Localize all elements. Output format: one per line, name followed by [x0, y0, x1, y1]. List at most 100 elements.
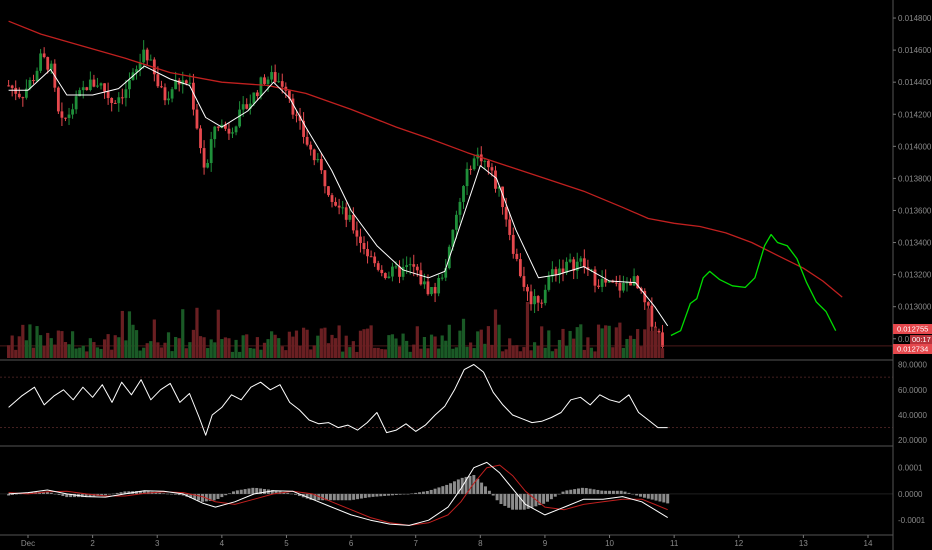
volume-bar: [262, 342, 267, 358]
volume-bar: [515, 345, 519, 358]
candle-body: [437, 278, 441, 294]
candle-body: [650, 305, 654, 327]
volume-bar: [309, 349, 313, 358]
volume-bar: [461, 318, 466, 358]
volume-bar: [657, 333, 661, 358]
candle-body: [99, 83, 103, 86]
candle-body: [160, 86, 163, 88]
volume-bar: [152, 319, 156, 358]
volume-bar: [465, 346, 469, 358]
macd-panel[interactable]: [0, 461, 893, 526]
macd-histogram-bar: [10, 493, 14, 495]
volume-bar: [10, 335, 14, 358]
volume-bar: [550, 351, 554, 358]
candle-body: [579, 258, 583, 262]
macd-histogram-bar: [138, 490, 142, 494]
macd-histogram-bar: [259, 488, 263, 494]
macd-histogram-bar: [282, 492, 286, 494]
oscillator-panel[interactable]: [0, 364, 893, 436]
volume-bar: [415, 326, 419, 358]
candle-body: [192, 82, 195, 110]
candle-body: [600, 278, 604, 287]
candle-body: [561, 268, 565, 273]
macd-histogram-bar: [611, 490, 615, 494]
candle-body: [280, 81, 284, 87]
volume-bar: [106, 334, 110, 358]
candle-body: [113, 102, 117, 104]
volume-bar: [376, 347, 380, 358]
candle-body: [540, 302, 544, 304]
candle-body: [110, 97, 114, 103]
macd-histogram-bar: [216, 493, 220, 499]
candle-body: [550, 269, 554, 277]
volume-bar: [497, 324, 501, 358]
candle-body: [366, 249, 369, 257]
candle-body: [490, 167, 494, 171]
volume-bar: [14, 349, 18, 358]
candle-body: [32, 80, 35, 82]
candle-body: [202, 148, 206, 168]
candle-body: [24, 88, 28, 98]
volume-bar: [532, 342, 537, 358]
candle-body: [465, 168, 469, 187]
macd-histogram-bar: [235, 490, 239, 494]
volume-bar: [639, 346, 643, 358]
volume-bar: [298, 345, 302, 358]
candle-body: [458, 201, 462, 215]
macd-histogram-bar: [511, 493, 515, 510]
candle-body: [142, 49, 146, 63]
volume-bar: [174, 336, 178, 358]
candle-body: [518, 259, 522, 277]
macd-histogram-bar: [449, 483, 453, 494]
macd-histogram-bar: [107, 493, 111, 495]
macd-histogram-bar: [526, 493, 530, 509]
price-panel[interactable]: [0, 20, 893, 355]
volume-bar: [625, 338, 629, 358]
macd-histogram-bar: [580, 487, 584, 494]
macd-histogram-bar: [61, 493, 65, 497]
candle-body: [440, 277, 444, 279]
volume-bar: [582, 349, 586, 358]
volume-bar: [220, 339, 224, 358]
macd-histogram-bar: [231, 491, 235, 494]
macd-histogram-bar: [154, 492, 158, 494]
volume-bar: [7, 345, 11, 358]
volume-bar: [223, 337, 227, 358]
volume-bar: [358, 330, 363, 358]
macd-histogram-bar: [642, 493, 646, 498]
candle-body: [71, 109, 74, 115]
candle-body: [255, 92, 259, 97]
volume-bar: [365, 328, 370, 358]
macd-histogram-bar: [65, 493, 69, 498]
volume-bar: [301, 327, 306, 358]
volume-bar: [284, 350, 288, 358]
candle-body: [543, 289, 547, 304]
candle-body: [486, 160, 490, 168]
volume-bar: [344, 335, 348, 358]
volume-bar: [60, 331, 64, 358]
candle-body: [234, 126, 238, 133]
candle-body: [287, 90, 291, 99]
volume-bar: [270, 331, 274, 358]
volume-bar: [198, 336, 203, 358]
candle-body: [497, 186, 501, 189]
macd-histogram-bar: [429, 489, 433, 494]
x-tick-label: 4: [220, 539, 225, 548]
macd-histogram-bar: [181, 493, 185, 496]
macd-histogram-bar: [255, 487, 259, 494]
candle-body: [273, 72, 277, 82]
x-tick-label: 11: [670, 539, 679, 548]
candle-body: [238, 109, 242, 127]
volume-bar: [564, 345, 569, 358]
x-tick-label: Dec: [21, 539, 35, 548]
volume-bar: [184, 348, 188, 358]
volume-bar: [291, 336, 295, 358]
price-tick-label: 0.013400: [898, 239, 932, 248]
volume-bar: [621, 347, 626, 358]
volume-bar: [28, 324, 32, 358]
candle-body: [28, 80, 32, 89]
macd-histogram-bar: [325, 493, 329, 501]
macd-histogram-bar: [514, 493, 518, 510]
price-tick-label: 0.014800: [898, 14, 932, 23]
